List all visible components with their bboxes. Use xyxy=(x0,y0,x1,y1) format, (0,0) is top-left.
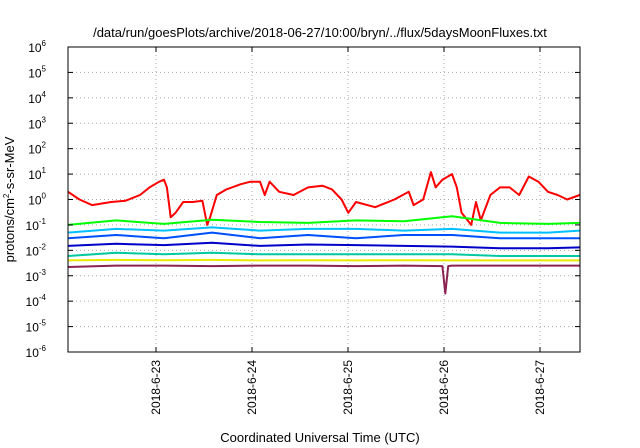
series-line-1 xyxy=(67,171,581,226)
x-tick-label: 2018-6-24 xyxy=(245,360,259,415)
y-tick-label: 104 xyxy=(28,90,46,106)
x-tick-label: 2018-6-25 xyxy=(341,360,355,415)
y-tick-label: 100 xyxy=(28,192,46,208)
series-line-8 xyxy=(67,264,580,295)
y-axis-label: protons/cm2-s-sr-MeV xyxy=(2,136,17,262)
y-tick-label: 102 xyxy=(28,141,46,157)
y-tick-label: 10-3 xyxy=(26,268,47,284)
series-line-5 xyxy=(67,241,580,250)
series-line-7 xyxy=(67,258,580,262)
series-line-4 xyxy=(67,231,580,240)
x-tick-label: 2018-6-23 xyxy=(149,360,163,415)
x-tick-label: 2018-6-27 xyxy=(533,360,547,415)
y-tick-label: 10-5 xyxy=(26,319,47,335)
series-line-3 xyxy=(67,226,580,234)
chart-title: /data/run/goesPlots/archive/2018-06-27/1… xyxy=(93,25,547,40)
y-tick-label: 101 xyxy=(28,166,46,182)
x-tick-label: 2018-6-26 xyxy=(437,360,451,415)
x-axis-ticks: 2018-6-23 2018-6-24 2018-6-25 2018-6-26 2018… xyxy=(149,47,547,415)
plot-lines xyxy=(67,171,581,295)
y-tick-label: 105 xyxy=(28,64,46,80)
y-tick-label: 106 xyxy=(28,39,46,55)
y-tick-label: 10-1 xyxy=(26,217,47,233)
y-tick-label: 10-6 xyxy=(26,344,47,360)
y-tick-label: 10-2 xyxy=(26,242,47,258)
grid xyxy=(68,46,580,353)
series-line-2 xyxy=(67,215,580,226)
y-tick-label: 10-4 xyxy=(26,293,47,309)
y-axis-ticks: 10-6 10-5 10-4 10-3 10-2 10-1 100 101 102 103 104 1… xyxy=(26,39,580,360)
x-axis-label: Coordinated Universal Time (UTC) xyxy=(220,430,419,445)
y-tick-label: 103 xyxy=(28,115,46,131)
series-line-6 xyxy=(67,251,580,257)
